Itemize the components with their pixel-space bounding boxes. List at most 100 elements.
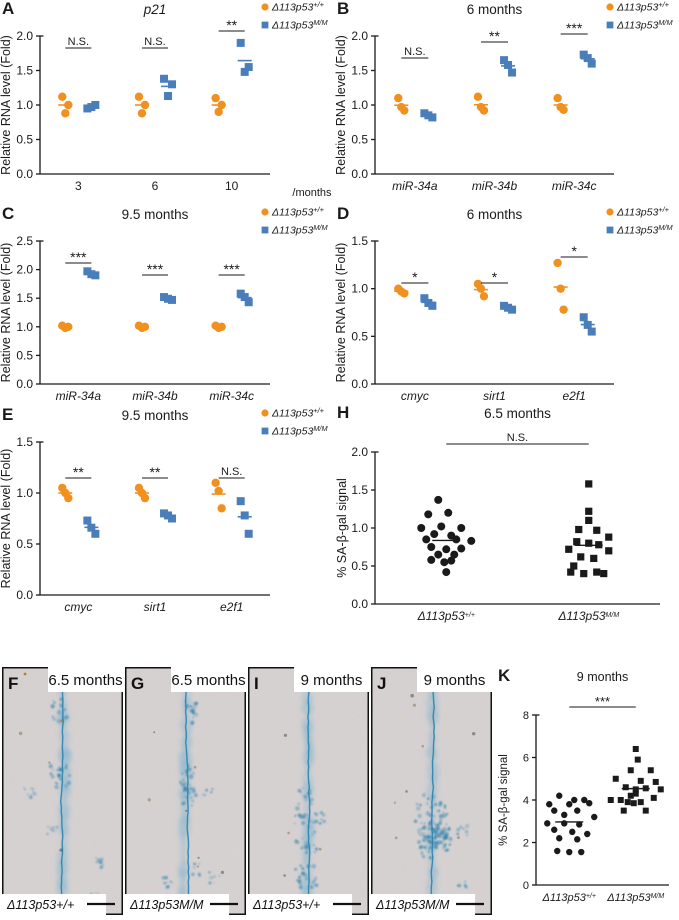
svg-text:1.5: 1.5 bbox=[16, 435, 33, 449]
svg-text:E: E bbox=[2, 406, 13, 424]
svg-text:***: *** bbox=[223, 261, 240, 277]
svg-text:0.5: 0.5 bbox=[351, 329, 368, 343]
svg-text:2.0: 2.0 bbox=[351, 445, 368, 459]
svg-text:0: 0 bbox=[523, 880, 529, 892]
svg-text:cmyc: cmyc bbox=[401, 389, 429, 403]
svg-text:**: ** bbox=[73, 464, 84, 480]
svg-text:**: ** bbox=[489, 28, 500, 44]
svg-text:6.5 months: 6.5 months bbox=[48, 672, 122, 689]
svg-text:Δ113p53M/M: Δ113p53M/M bbox=[557, 609, 619, 623]
svg-text:1.0: 1.0 bbox=[16, 486, 33, 500]
svg-text:miR-34c: miR-34c bbox=[209, 389, 254, 403]
svg-text:6.5 months: 6.5 months bbox=[484, 406, 551, 421]
svg-text:Δ113p53+/+: Δ113p53+/+ bbox=[271, 205, 325, 219]
svg-text:Δ113p53+/+: Δ113p53+/+ bbox=[271, 0, 325, 14]
svg-text:% SA-β-gal signal: % SA-β-gal signal bbox=[335, 478, 349, 578]
svg-text:K: K bbox=[498, 667, 511, 685]
svg-text:sirt1: sirt1 bbox=[483, 389, 506, 403]
svg-text:*: * bbox=[412, 269, 418, 285]
svg-text:1.0: 1.0 bbox=[351, 521, 368, 535]
svg-text:N.S.: N.S. bbox=[221, 466, 242, 478]
svg-text:10: 10 bbox=[225, 179, 239, 193]
svg-text:Δ113p53M/M: Δ113p53M/M bbox=[271, 223, 328, 237]
svg-text:Δ113p53+/+: Δ113p53+/+ bbox=[616, 205, 670, 219]
svg-text:**: ** bbox=[150, 464, 161, 480]
svg-text:J: J bbox=[377, 674, 386, 693]
svg-text:2.0: 2.0 bbox=[16, 29, 33, 43]
svg-text:Δ113p53+/+: Δ113p53+/+ bbox=[616, 0, 670, 14]
svg-text:2.0: 2.0 bbox=[351, 29, 368, 43]
svg-text:***: *** bbox=[566, 20, 583, 36]
svg-text:Δ113p53M/M: Δ113p53M/M bbox=[606, 892, 664, 904]
svg-text:*: * bbox=[571, 243, 577, 259]
svg-text:miR-34c: miR-34c bbox=[552, 179, 597, 193]
svg-text:0.0: 0.0 bbox=[351, 377, 368, 391]
svg-text:1.5: 1.5 bbox=[16, 291, 33, 305]
svg-text:cmyc: cmyc bbox=[64, 600, 92, 614]
svg-text:miR-34b: miR-34b bbox=[132, 389, 178, 403]
svg-text:3: 3 bbox=[75, 179, 82, 193]
svg-text:9 months: 9 months bbox=[577, 670, 628, 684]
svg-text:Δ113p53M/M: Δ113p53M/M bbox=[616, 18, 673, 32]
svg-text:1.5: 1.5 bbox=[351, 234, 368, 248]
svg-text:sirt1: sirt1 bbox=[144, 600, 167, 614]
svg-text:% SA-β-gal signal: % SA-β-gal signal bbox=[498, 754, 510, 846]
svg-text:N.S.: N.S. bbox=[507, 432, 528, 444]
svg-text:6.5 months: 6.5 months bbox=[171, 672, 245, 689]
svg-text:***: *** bbox=[70, 249, 87, 265]
svg-text:Δ113p53M/M: Δ113p53M/M bbox=[271, 424, 328, 438]
svg-text:N.S.: N.S. bbox=[404, 46, 425, 58]
svg-text:1.0: 1.0 bbox=[16, 98, 33, 112]
svg-text:Δ113p53+/+: Δ113p53+/+ bbox=[252, 898, 320, 912]
svg-text:***: *** bbox=[595, 694, 610, 709]
svg-text:F: F bbox=[8, 674, 18, 693]
svg-text:Δ113p53+/+: Δ113p53+/+ bbox=[542, 892, 596, 904]
svg-text:Δ113p53M/M: Δ113p53M/M bbox=[616, 223, 673, 237]
svg-text:miR-34a: miR-34a bbox=[56, 389, 102, 403]
svg-text:0.0: 0.0 bbox=[16, 588, 33, 602]
svg-text:Δ113p53M/M: Δ113p53M/M bbox=[271, 18, 328, 32]
svg-text:Δ113p53M/M: Δ113p53M/M bbox=[375, 898, 450, 912]
svg-text:Relative RNA level (Fold): Relative RNA level (Fold) bbox=[335, 243, 348, 383]
svg-text:/months: /months bbox=[292, 187, 332, 199]
svg-text:9 months: 9 months bbox=[301, 672, 363, 689]
svg-text:1.5: 1.5 bbox=[351, 64, 368, 78]
svg-text:miR-34b: miR-34b bbox=[472, 179, 518, 193]
svg-text:H: H bbox=[337, 404, 349, 422]
svg-text:9.5 months: 9.5 months bbox=[122, 207, 189, 222]
svg-text:9.5 months: 9.5 months bbox=[122, 408, 189, 423]
svg-text:Relative RNA level (Fold): Relative RNA level (Fold) bbox=[0, 35, 13, 175]
svg-text:0.5: 0.5 bbox=[16, 133, 33, 147]
svg-text:0.0: 0.0 bbox=[16, 377, 33, 391]
svg-text:e2f1: e2f1 bbox=[562, 389, 585, 403]
svg-text:*: * bbox=[492, 269, 498, 285]
svg-text:N.S.: N.S. bbox=[68, 36, 89, 48]
svg-text:6 months: 6 months bbox=[467, 207, 523, 222]
svg-text:B: B bbox=[337, 0, 349, 18]
svg-text:2: 2 bbox=[523, 838, 529, 850]
svg-text:miR-34a: miR-34a bbox=[392, 179, 438, 193]
svg-text:Δ113p53+/+: Δ113p53+/+ bbox=[271, 406, 325, 420]
svg-text:1.0: 1.0 bbox=[351, 282, 368, 296]
svg-text:6 months: 6 months bbox=[467, 2, 523, 17]
svg-text:6: 6 bbox=[523, 753, 529, 765]
svg-text:C: C bbox=[2, 205, 14, 223]
svg-text:***: *** bbox=[147, 261, 164, 277]
svg-text:p21: p21 bbox=[143, 2, 167, 17]
svg-text:Relative RNA level (Fold): Relative RNA level (Fold) bbox=[0, 449, 13, 589]
svg-text:6: 6 bbox=[152, 179, 159, 193]
svg-text:0.0: 0.0 bbox=[351, 597, 368, 611]
svg-text:A: A bbox=[2, 0, 14, 18]
svg-text:0.5: 0.5 bbox=[16, 537, 33, 551]
svg-text:0.0: 0.0 bbox=[351, 167, 368, 181]
svg-text:N.S.: N.S. bbox=[144, 36, 165, 48]
svg-text:2.0: 2.0 bbox=[16, 263, 33, 277]
svg-text:2.5: 2.5 bbox=[16, 234, 33, 248]
svg-text:Δ113p53+/+: Δ113p53+/+ bbox=[417, 609, 475, 623]
svg-text:0.5: 0.5 bbox=[16, 348, 33, 362]
svg-text:Relative RNA level (Fold): Relative RNA level (Fold) bbox=[335, 35, 348, 175]
svg-text:9 months: 9 months bbox=[424, 672, 486, 689]
svg-text:4: 4 bbox=[523, 795, 529, 807]
svg-text:0.5: 0.5 bbox=[351, 559, 368, 573]
svg-text:0.0: 0.0 bbox=[16, 167, 33, 181]
